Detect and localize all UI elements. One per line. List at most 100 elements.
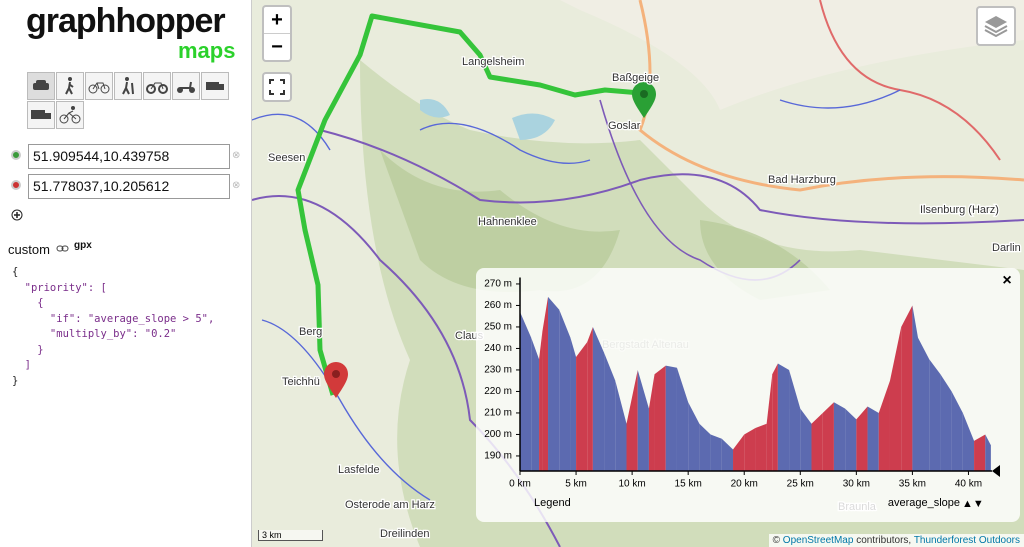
elevation-segment [570,337,577,471]
elevation-segment [576,342,588,471]
mtb[interactable] [143,72,171,100]
y-tick-label: 210 m [484,408,512,419]
legend-value[interactable]: average_slope [888,497,960,509]
end-input[interactable]: 51.778037,10.205612 [28,174,230,199]
elevation-segment [901,305,913,471]
custom-label[interactable]: custom [8,242,50,257]
place-label: Berg [299,326,322,338]
attribution-text: contributors, [856,535,912,546]
map[interactable]: Langelsheim Baßgeige Goslar Seesen Bad Harzb… [252,0,1024,547]
place-label: Goslar [608,120,641,132]
close[interactable]: × [1002,272,1011,289]
elevation-segment [604,352,616,471]
place-label: Hahnenklee [478,216,537,228]
tf-link[interactable]: Thunderforest Outdoors [913,535,1020,546]
place-label: Bad Harzburg [768,174,836,186]
elevation-segment [615,380,627,471]
end-marker[interactable] [324,362,348,398]
place-label: Darlin [992,242,1021,254]
truck[interactable] [201,72,229,100]
elevation-segment [665,365,677,471]
elevation-segment [889,326,902,471]
zoom-out[interactable]: − [271,36,283,58]
zoom-in[interactable]: + [264,7,290,34]
y-tick-label: 270 m [484,279,512,290]
code-line: { [12,297,44,309]
code-line: "priority": [ [12,281,107,294]
elevation-segment [800,408,812,471]
code-line: "if": "average_slope > 5", [12,312,215,325]
y-tick-label: 250 m [484,322,512,333]
elevation-segment [974,434,986,471]
y-tick-label: 220 m [484,386,512,397]
elevation-segment [542,296,549,471]
elevation-segment [587,326,593,471]
place-label: Langelsheim [462,56,524,68]
x-tick-label: 15 km [675,479,702,490]
place-label: Ilsenburg (Harz) [920,204,999,216]
bike[interactable] [85,72,113,100]
elevation-segment [699,423,711,471]
x-tick-label: 20 km [731,479,758,490]
position-marker [992,465,1000,477]
elevation-segment [777,363,790,471]
place-label: Osterode am Harz [345,499,435,511]
elevation-segment [539,331,543,471]
elevation-segment [531,337,540,471]
small-truck[interactable] [27,101,55,129]
elevation-segment [856,406,868,471]
logo: graphhopper [26,2,226,40]
scooter[interactable] [172,72,200,100]
place-label: Baßgeige [612,72,659,84]
start-dot [11,150,21,160]
elevation-segment [637,369,649,471]
custom-model[interactable]: { "priority": [ { "if": "average_slope >… [12,265,214,389]
y-tick-label: 200 m [484,429,512,440]
y-tick-label: 240 m [484,343,512,354]
elevation-segment [654,365,666,471]
code-line: "multiply_by": "0.2" [12,328,177,340]
place-label: Dreilinden [380,528,430,540]
route [295,13,641,396]
elevation-segment [940,374,952,471]
osm-link[interactable]: OpenStreetMap [782,535,854,546]
car[interactable] [27,72,55,100]
layers[interactable] [976,6,1016,46]
elevation-segment [548,296,560,471]
elevation-segment [867,406,879,471]
elevation-segment [520,311,532,471]
elevation-segment [676,367,689,471]
code-line: } [12,343,44,356]
elevation-segment [833,402,846,471]
link-icon[interactable] [56,245,70,253]
foot[interactable] [56,72,84,100]
sidebar: graphhopper maps 51.909544,10.439758 ⊗ 5… [0,0,252,547]
elevation-segment [721,438,734,471]
elevation-segment [789,369,801,471]
fullscreen[interactable] [262,72,292,102]
x-tick-label: 0 km [509,479,531,490]
elevation-segment [688,402,700,471]
place-label: Lasfelde [338,464,380,476]
place-label: Teichhü [282,376,320,388]
code-line: } [12,374,19,387]
sort-arrows[interactable]: ▲▼ [962,498,984,510]
elevation-segment [929,359,941,471]
clear[interactable]: ⊗ [232,150,241,161]
elevation-segment [951,391,963,471]
gpx[interactable]: gpx [74,240,92,251]
racingbike[interactable] [56,101,84,129]
clear[interactable]: ⊗ [232,180,241,191]
add-point[interactable] [11,209,23,221]
elevation-segment [766,374,773,471]
copyright: © [772,535,781,546]
elevation-segment [626,369,638,471]
legend[interactable]: Legend [534,497,571,509]
elevation-segment [845,408,857,471]
hike[interactable] [114,72,142,100]
elevation-segment [918,337,930,471]
start-input[interactable]: 51.909544,10.439758 [28,144,230,169]
start-marker[interactable] [632,82,656,118]
x-tick-label: 35 km [899,479,926,490]
